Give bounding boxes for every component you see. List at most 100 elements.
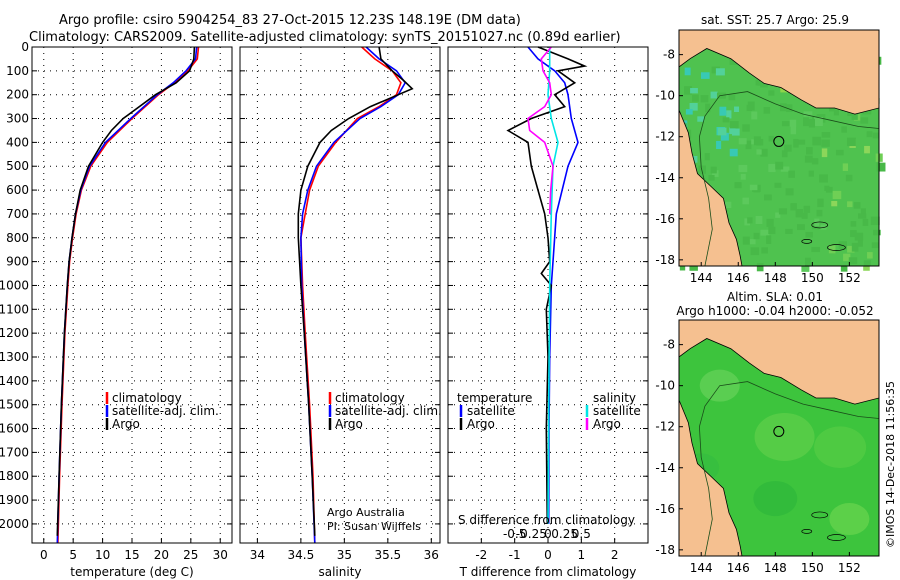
salinity-grid [240,46,440,543]
s-tick-label: 0.25 [551,527,578,541]
sst-cell [744,218,750,226]
sst-cell [864,145,870,154]
sla-anomaly [829,503,870,536]
map-y-tick-label: -16 [655,212,675,226]
map-x-tick-label: 144 [690,561,713,575]
sst-cell [708,175,715,181]
sst-cell [872,132,879,139]
map-x-tick-label: 146 [727,561,750,575]
sst-cell [821,148,828,158]
argo-float-marker [773,425,785,437]
legend-argo: Argo [112,417,140,431]
sst-cell [808,118,816,128]
depth-tick-label: 1800 [0,469,29,483]
sst-cell [876,162,886,172]
sst-cell [779,103,787,112]
salinity-xlabel: salinity [318,565,361,579]
sst-cell [811,246,821,253]
depth-tick-label: 0 [21,40,29,54]
x-tick-label: 34 [250,548,265,562]
sst-cell [832,190,842,200]
temperature-legend: climatology satellite-adj. clim. Argo [105,391,219,431]
depth-tick-label: 1400 [0,374,29,388]
sst-cell [692,94,699,102]
sst-cell [738,164,748,173]
sst-cell [684,86,692,95]
legend-satellite: satellite-adj. clim. [112,404,219,418]
map-y-tick-label: -10 [655,89,675,103]
s-tick-label: -0.5 [503,527,526,541]
depth-contour [698,91,880,267]
map-x-tick-label: 148 [764,271,787,285]
sst-cell [751,111,758,120]
map-y-tick-label: -8 [663,338,675,352]
sst-cell [788,170,795,178]
depth-contour [698,381,880,557]
x-tick-label: 15 [124,548,139,562]
sst-cell [866,131,873,138]
land-new-guinea [678,29,880,115]
difference-frame [447,46,649,544]
sst-cell [697,116,705,122]
series-line-argo [297,46,414,536]
sst-cell [846,137,856,147]
sst-cell [845,174,853,182]
map-y-tick-label: -8 [663,48,675,62]
sst-cell [841,126,847,133]
depth-tick-label: 1700 [0,445,29,459]
sst-cell [698,165,706,174]
temperature-ticks: 0 5 10 15 20 25 300100200300400500600700800900… [0,40,232,562]
sla-anomaly [753,480,798,517]
sst-cell [863,260,871,266]
salinity-frame [239,46,441,544]
sst-cell [785,228,793,234]
credit-argo-australia: Argo Australia [327,506,405,519]
depth-tick-label: 400 [6,135,29,149]
sst-cell [747,217,753,224]
map-frame [678,319,880,557]
sst-cell [780,166,790,172]
argo-float-marker [773,135,785,147]
sst-cell [679,264,686,271]
sst-cell [870,216,880,226]
x-tick-label: 2 [611,548,619,562]
sst-cell [808,170,814,177]
depth-tick-label: 1600 [0,422,29,436]
sst-cell [729,121,739,129]
sst-cell [768,90,775,96]
sst-cell [803,111,813,117]
x-tick-label: 34.5 [288,548,315,562]
sst-cell [848,257,858,265]
sla-anomaly [814,426,867,469]
sst-cell [760,148,768,157]
sst-cell [867,252,873,259]
x-tick-label: 35.5 [374,548,401,562]
sst-cell [806,147,813,155]
legend-s-argo: Argo [593,417,621,431]
sst-cell [753,136,761,146]
sst-cell [785,188,794,196]
sst-cell [801,264,810,272]
sst-cell [750,247,760,256]
sst-cell [819,174,828,183]
sst-cell [833,109,839,116]
reef-outline [827,244,846,251]
sst-cell [851,242,859,252]
sst-cell [720,132,729,141]
difference-legend-temperature: temperature satellite Argo [457,391,532,431]
depth-tick-label: 800 [6,231,29,245]
series-line-satellite-adj-clim- [56,46,198,544]
sst-cell [821,139,830,147]
salinity-series [297,46,414,544]
sst-cell [786,104,793,113]
sst-cell [803,205,811,213]
legend-climatology: climatology [112,391,182,405]
sst-cell [711,66,720,74]
sst-cell [816,209,823,217]
x-tick-label: 20 [154,548,169,562]
difference-ticks: -2 -1 0 1 2-0.5-0.250 0.250.5 [448,46,648,562]
credit-pi: PI: Susan Wijffels [327,520,421,533]
depth-tick-label: 1000 [0,278,29,292]
map-y-tick-label: -14 [655,171,675,185]
sst-cell [840,265,848,272]
